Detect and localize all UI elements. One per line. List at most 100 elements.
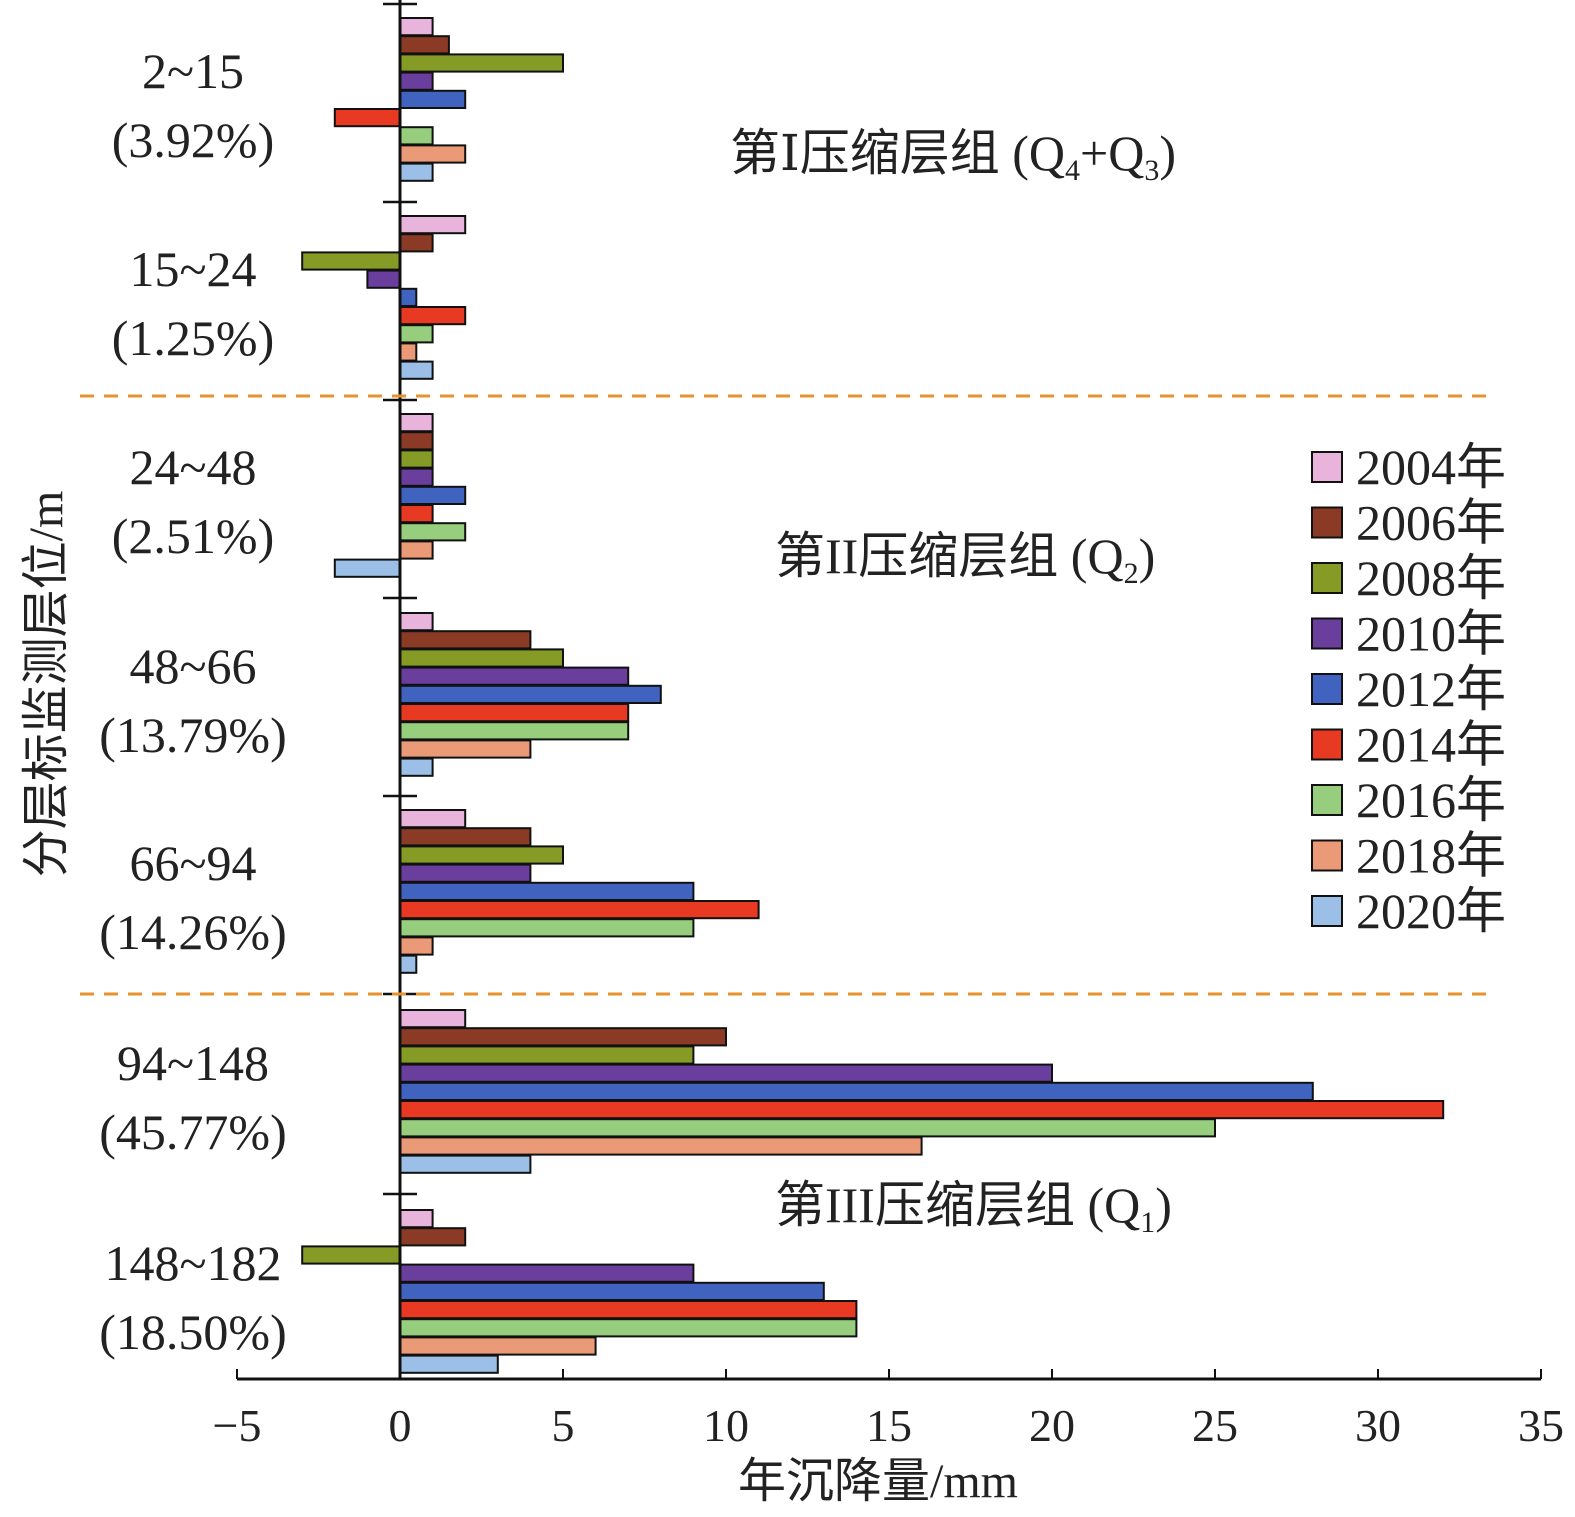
bar-4-6 [399, 918, 695, 938]
bar-0-5 [333, 108, 401, 128]
bar-3-0 [399, 612, 434, 632]
bar-1-1 [399, 233, 434, 253]
bar-3-2 [399, 648, 564, 668]
bar-2-2 [399, 449, 434, 469]
x-tick-label: 35 [1518, 1400, 1564, 1451]
bar-2-8 [333, 558, 401, 578]
category-range-label: 15~24 [129, 241, 256, 297]
x-tick-label: 10 [703, 1400, 749, 1451]
bar-3-3 [399, 666, 630, 686]
bar-2-7 [399, 540, 434, 560]
bar-4-8 [399, 954, 418, 974]
legend-label: 2016年 [1356, 772, 1506, 828]
bar-6-7 [399, 1336, 597, 1356]
bar-2-0 [399, 413, 434, 433]
bar-1-6 [399, 324, 434, 344]
category-labels: 2~15 (3.92%) 15~24 (1.25%) 24~48 (2.51%) 48~66… [99, 43, 286, 1360]
legend-label: 2020年 [1356, 883, 1506, 939]
bar-2-6 [399, 522, 467, 542]
category-range-label: 24~48 [129, 439, 256, 495]
bar-1-3 [366, 269, 401, 289]
axes-layer: −5 0 5 10 15 20 25 30 35 [213, 0, 1564, 1451]
legend-label: 2004年 [1356, 439, 1506, 495]
category-share-label: (14.26%) [99, 904, 286, 960]
group-annotation-3: 第III压缩层组 (Q1) [775, 1177, 1172, 1239]
bar-1-8 [399, 360, 434, 380]
bar-5-8 [399, 1154, 532, 1174]
bar-6-5 [399, 1300, 858, 1320]
bar-1-5 [399, 306, 467, 326]
bar-4-4 [399, 881, 695, 901]
bar-3-5 [399, 703, 630, 723]
bar-0-8 [399, 162, 434, 182]
bar-6-2 [301, 1245, 402, 1265]
bar-5-4 [399, 1081, 1314, 1102]
bar-1-2 [301, 251, 402, 271]
group-annotation-1: 第Ⅰ压缩层组 (Q4+Q3) [730, 125, 1176, 187]
bars-layer [301, 17, 1445, 1374]
bar-5-3 [399, 1063, 1053, 1083]
bar-0-6 [399, 126, 434, 146]
x-tick-label: 0 [389, 1400, 412, 1451]
legend-swatch [1311, 451, 1343, 483]
bar-3-8 [399, 757, 434, 777]
bar-0-3 [399, 71, 434, 91]
bar-6-6 [399, 1318, 858, 1338]
category-share-label: (3.92%) [112, 112, 274, 168]
bar-6-8 [399, 1354, 499, 1374]
x-tick-label: −5 [213, 1400, 262, 1451]
category-range-label: 66~94 [129, 835, 256, 891]
bar-3-4 [399, 684, 662, 704]
bar-0-7 [399, 144, 467, 164]
y-axis-title: 分层标监测层位/m [20, 491, 73, 878]
category-share-label: (2.51%) [112, 508, 274, 564]
category-share-label: (13.79%) [99, 707, 286, 763]
bar-2-1 [399, 431, 434, 451]
legend-swatch [1311, 562, 1343, 594]
bar-3-6 [399, 721, 630, 741]
category-share-label: (45.77%) [99, 1104, 286, 1160]
bar-6-3 [399, 1263, 695, 1283]
bar-1-7 [399, 342, 418, 362]
bar-4-5 [399, 900, 760, 920]
legend: 2004年2006年2008年2010年2012年2014年2016年2018年… [1311, 439, 1506, 939]
x-tick-label: 15 [866, 1400, 912, 1451]
legend-swatch [1311, 506, 1343, 539]
legend-label: 2010年 [1356, 606, 1506, 662]
legend-label: 2008年 [1356, 550, 1506, 606]
category-share-label: (1.25%) [112, 310, 274, 366]
x-tick-label: 20 [1029, 1400, 1075, 1451]
bar-5-7 [399, 1136, 923, 1156]
bar-2-3 [399, 467, 434, 487]
category-share-label: (18.50%) [99, 1304, 286, 1360]
bar-0-4 [399, 89, 467, 110]
bar-4-0 [399, 809, 467, 829]
bar-0-0 [399, 17, 434, 37]
bar-5-1 [399, 1027, 727, 1047]
group-annotations: 第Ⅰ压缩层组 (Q4+Q3) 第II压缩层组 (Q2) 第III压缩层组 (Q1) [730, 125, 1176, 1239]
legend-label: 2018年 [1356, 828, 1506, 884]
bar-4-3 [399, 863, 532, 883]
legend-swatch [1311, 784, 1343, 816]
category-range-label: 2~15 [142, 43, 244, 99]
x-tick-label: 5 [552, 1400, 575, 1451]
legend-label: 2012年 [1356, 661, 1506, 717]
bar-0-1 [399, 35, 450, 55]
bar-6-0 [399, 1209, 434, 1229]
bar-3-1 [399, 630, 532, 650]
bar-6-4 [399, 1281, 825, 1302]
group-annotation-2: 第II压缩层组 (Q2) [775, 528, 1155, 590]
bar-5-6 [399, 1118, 1216, 1138]
bar-5-0 [399, 1009, 467, 1029]
x-axis-title: 年沉降量/mm [738, 1455, 1018, 1508]
legend-label: 2014年 [1356, 717, 1506, 773]
legend-swatch [1311, 895, 1343, 927]
legend-swatch [1311, 673, 1343, 705]
category-range-label: 94~148 [117, 1035, 269, 1091]
bar-1-4 [399, 287, 418, 307]
x-tick-label: 25 [1192, 1400, 1238, 1451]
legend-label: 2006年 [1356, 495, 1506, 551]
bar-5-2 [399, 1045, 695, 1065]
bar-4-1 [399, 827, 532, 847]
